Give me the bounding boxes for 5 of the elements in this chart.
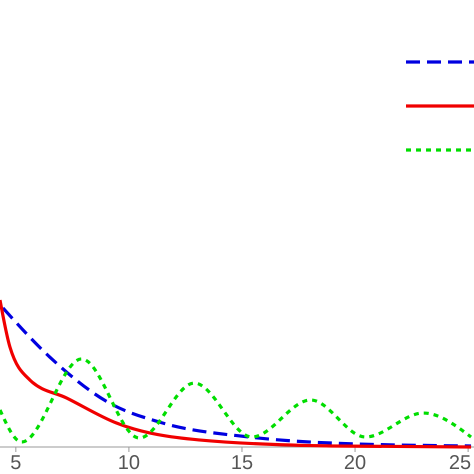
x-tick-label: 5 <box>10 452 22 474</box>
x-tick-label: 10 <box>118 452 140 474</box>
x-tick-label: 20 <box>344 452 366 474</box>
x-tick-label: 15 <box>230 452 254 474</box>
x-tick-label: 25 <box>448 452 472 474</box>
